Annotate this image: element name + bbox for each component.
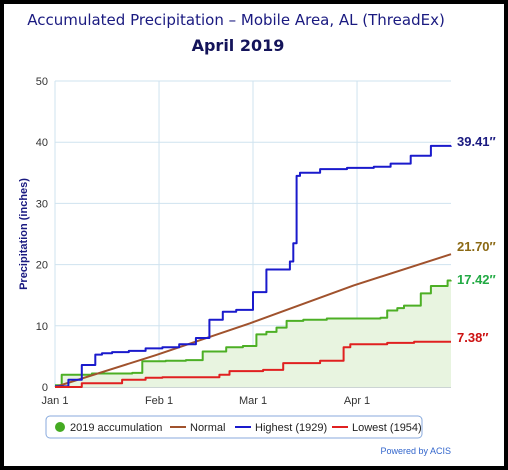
legend-label-high[interactable]: Highest (1929) — [255, 422, 327, 434]
series-line-normal — [54, 253, 452, 388]
credit-text: Powered by ACIS — [380, 446, 451, 456]
y-tick-label: 30 — [36, 198, 48, 210]
y-tick-label: 20 — [36, 260, 48, 272]
legend-box — [45, 415, 423, 439]
legend-label-acc[interactable]: 2019 accumulation — [70, 422, 162, 434]
y-tick-labels: 0 10 20 30 40 50 — [36, 76, 48, 394]
chart-title: Accumulated Precipitation – Mobile Area,… — [27, 11, 445, 29]
y-tick-label: 50 — [36, 76, 48, 88]
series-area-acc — [55, 280, 451, 387]
legend-label-low[interactable]: Lowest (1954) — [352, 422, 422, 434]
series-line-high — [55, 144, 452, 388]
end-label-low: 7.38″ — [457, 330, 489, 345]
y-tick-label: 0 — [42, 382, 48, 394]
end-label-normal: 21.70″ — [457, 239, 496, 254]
legend: 2019 accumulation Normal Highest (1929) Low… — [45, 415, 423, 439]
plot-area — [54, 144, 452, 388]
y-tick-label: 40 — [36, 137, 48, 149]
legend-label-normal[interactable]: Normal — [190, 422, 225, 434]
legend-marker-acc — [55, 422, 65, 432]
end-label-acc: 17.42″ — [457, 272, 496, 287]
end-label-high: 39.41″ — [457, 134, 496, 149]
chart-subtitle: April 2019 — [192, 36, 285, 55]
y-tick-label: 10 — [36, 321, 48, 333]
y-axis-label: Precipitation (inches) — [18, 178, 30, 290]
x-tick-label: Jan 1 — [42, 395, 69, 407]
x-tick-label: Apr 1 — [344, 395, 370, 407]
x-tick-label: Feb 1 — [145, 395, 173, 407]
series-line-acc — [55, 279, 452, 387]
x-tick-label: Mar 1 — [239, 395, 267, 407]
end-labels: 17.42″ 21.70″ 39.41″ 7.38″ — [457, 134, 496, 345]
x-tick-labels: Jan 1 Feb 1 Mar 1 Apr 1 — [42, 395, 371, 407]
series-line-low — [55, 340, 451, 388]
